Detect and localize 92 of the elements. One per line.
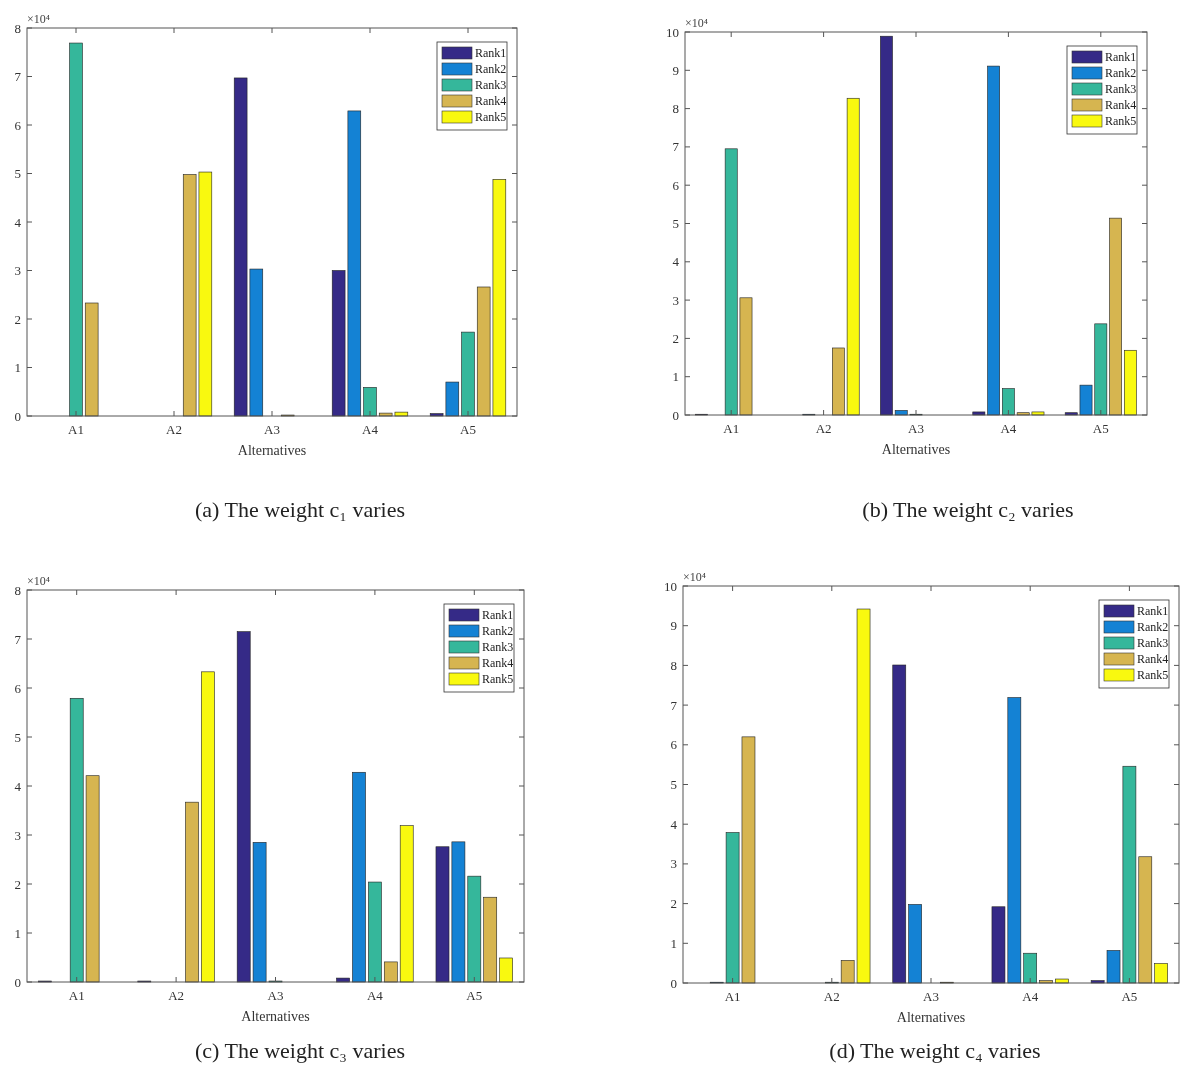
y-tick-label: 7 [14, 69, 22, 85]
legend-label: Rank4 [482, 656, 514, 671]
y-tick-label: 5 [670, 777, 677, 793]
y-tick-label: 3 [670, 856, 677, 872]
legend-label: Rank5 [1137, 668, 1169, 683]
x-tick-label: A5 [1092, 421, 1109, 436]
y-tick-label: 8 [14, 582, 21, 598]
legend-label: Rank3 [1137, 636, 1169, 651]
y-tick-label: 6 [14, 117, 22, 133]
x-tick-label: A1 [68, 422, 84, 437]
x-tick-label: A3 [923, 989, 939, 1004]
legend-label: Rank1 [482, 608, 514, 623]
text: (c) The weight c₃ varies [194, 1038, 406, 1063]
x-axis-title: Alternatives [896, 1010, 966, 1025]
y-tick-label: 3 [14, 263, 21, 279]
y-tick-label: 2 [672, 330, 679, 346]
y-tick-label: 2 [14, 876, 21, 892]
text: (a) The weight c₁ varies [194, 497, 406, 522]
legend-label: Rank2 [475, 62, 507, 77]
x-tick-label: A4 [1000, 421, 1017, 436]
y-tick-label: 10 [666, 24, 679, 40]
y-tick-label: 2 [14, 311, 21, 327]
legend-label: Rank3 [1105, 82, 1137, 97]
x-tick-label: A4 [362, 422, 379, 437]
y-tick-label: 3 [14, 827, 21, 843]
x-tick-label: A4 [366, 988, 384, 1003]
legend-label: Rank5 [482, 672, 514, 687]
y-tick-label: 4 [14, 214, 22, 230]
y-tick-label: 1 [670, 935, 677, 951]
x-tick-label: A5 [466, 988, 483, 1003]
text: ×10⁴ [683, 570, 706, 584]
y-tick-label: 7 [672, 139, 680, 155]
legend-label: Rank1 [1137, 604, 1169, 619]
y-tick-label: 4 [670, 816, 678, 832]
legend-label: Rank4 [1105, 98, 1137, 113]
legend-label: Rank3 [482, 640, 514, 655]
x-tick-label: A5 [1121, 989, 1138, 1004]
legend-label: Rank2 [1137, 620, 1169, 635]
y-tick-label: 6 [672, 177, 680, 193]
legend-label: Rank4 [1137, 652, 1169, 667]
text: ×10⁴ [27, 12, 50, 26]
legend-label: Rank5 [475, 110, 507, 125]
legend-label: Rank1 [475, 46, 507, 61]
y-tick-label: 4 [14, 778, 22, 794]
legend-label: Rank4 [475, 94, 507, 109]
y-tick-label: 9 [670, 618, 677, 634]
y-tick-label: 2 [670, 896, 677, 912]
x-tick-label: A4 [1022, 989, 1039, 1004]
y-tick-label: 5 [14, 166, 21, 182]
y-tick-label: 7 [14, 631, 22, 647]
x-tick-label: A1 [723, 421, 740, 436]
y-tick-label: 5 [14, 729, 21, 745]
y-tick-label: 0 [672, 407, 679, 423]
x-tick-label: A2 [166, 422, 182, 437]
x-tick-label: A5 [460, 422, 476, 437]
x-tick-label: A1 [724, 989, 741, 1004]
y-tick-label: 0 [670, 975, 677, 991]
x-axis-title: Alternatives [241, 1009, 310, 1024]
legend-label: Rank1 [1105, 50, 1137, 65]
y-tick-label: 6 [670, 737, 678, 753]
y-tick-label: 8 [672, 101, 679, 117]
y-tick-label: 10 [664, 578, 677, 594]
y-tick-label: 0 [14, 974, 21, 990]
x-tick-label: A2 [168, 988, 185, 1003]
x-tick-label: A2 [815, 421, 832, 436]
text: ×10⁴ [27, 574, 50, 588]
text: (b) The weight c₂ varies [862, 497, 1074, 522]
y-tick-label: 1 [672, 369, 679, 385]
x-axis-title: Alternatives [881, 442, 951, 457]
y-tick-label: 1 [14, 925, 21, 941]
legend-label: Rank2 [482, 624, 514, 639]
legend-label: Rank3 [475, 78, 507, 93]
x-tick-label: A2 [823, 989, 840, 1004]
y-tick-label: 6 [14, 680, 22, 696]
legend-label: Rank2 [1105, 66, 1137, 81]
x-axis-title: Alternatives [237, 443, 307, 458]
y-tick-label: 1 [14, 360, 21, 376]
y-tick-label: 0 [14, 408, 21, 424]
text: (d) The weight c₄ varies [829, 1038, 1041, 1063]
y-tick-label: 7 [670, 697, 678, 713]
y-tick-label: 8 [670, 657, 677, 673]
x-tick-label: A1 [68, 988, 85, 1003]
text: ×10⁴ [685, 16, 708, 30]
y-tick-label: 5 [672, 216, 679, 232]
y-tick-label: 9 [672, 62, 679, 78]
y-tick-label: 3 [672, 292, 679, 308]
legend-label: Rank5 [1105, 114, 1137, 129]
y-tick-label: 4 [672, 254, 680, 270]
x-tick-label: A3 [267, 988, 284, 1003]
x-tick-label: A3 [264, 422, 280, 437]
x-tick-label: A3 [908, 421, 924, 436]
y-tick-label: 8 [14, 20, 21, 36]
